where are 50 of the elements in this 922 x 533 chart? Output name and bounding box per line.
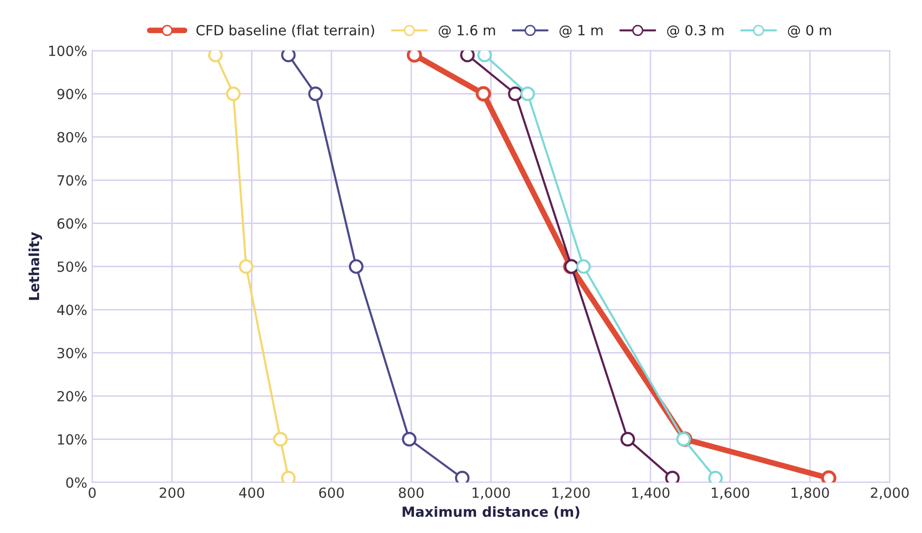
point <box>477 50 492 62</box>
point <box>576 259 591 274</box>
point <box>520 86 535 102</box>
y-tick-label: 20% <box>57 390 87 402</box>
point <box>238 259 254 274</box>
legend-label: CFD baseline (flat terrain) <box>196 24 374 38</box>
legend-label: @ 0.3 m <box>667 24 724 38</box>
legend-label: @ 0 m <box>788 24 831 38</box>
point <box>476 86 492 102</box>
point <box>281 50 296 62</box>
legend-label: @ 1.6 m <box>438 24 495 38</box>
y-tick-label: 100% <box>49 46 87 56</box>
x-tick-label: 800 <box>398 487 424 498</box>
x-tick-label: 2,000 <box>870 487 909 500</box>
point <box>460 50 475 62</box>
point <box>406 50 422 63</box>
y-tick-label: 60% <box>57 218 87 229</box>
x-tick-label: 1,400 <box>632 487 670 500</box>
x-tick-label: 1,000 <box>472 487 510 500</box>
y-tick-label: 80% <box>57 132 87 142</box>
x-tick-label: 1,600 <box>712 487 750 500</box>
point <box>208 50 223 62</box>
point <box>308 86 323 102</box>
x-tick-label: 1,200 <box>552 487 590 500</box>
point <box>402 432 417 446</box>
y-tick-label: 50% <box>58 261 87 272</box>
legend-label: @ 1 m <box>560 25 603 38</box>
y-tick-label: 10% <box>58 434 87 445</box>
point <box>281 470 296 482</box>
point <box>273 432 288 446</box>
y-tick-label: 30% <box>58 348 87 358</box>
y-tick-label: 0% <box>66 477 87 488</box>
point <box>620 432 636 446</box>
point <box>348 259 364 274</box>
x-tick-label: 400 <box>239 487 264 498</box>
y-axis-title: Lethality <box>28 232 42 300</box>
x-tick-label: 200 <box>160 487 184 498</box>
point <box>508 86 523 102</box>
point <box>226 86 241 102</box>
y-tick-label: 90% <box>57 88 87 100</box>
y-tick-label: 40% <box>57 304 87 316</box>
x-axis-title: Maximum distance (m) <box>402 506 580 519</box>
x-tick-label: 600 <box>319 487 344 498</box>
point <box>708 470 723 482</box>
point <box>821 470 836 482</box>
point <box>454 470 470 482</box>
x-tick-label: 1,800 <box>792 487 829 500</box>
point <box>665 470 680 482</box>
y-tick-label: 70% <box>58 175 87 186</box>
x-tick-label: 0 <box>88 487 96 498</box>
